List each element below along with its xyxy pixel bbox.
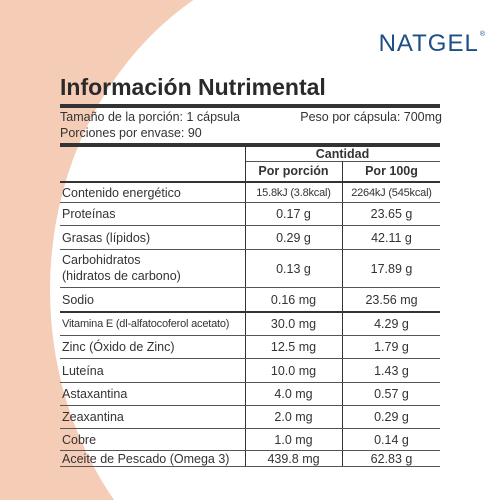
row-per-serving: 1.0 mg — [274, 432, 313, 447]
servings-per-container: Porciones por envase: 90 — [60, 126, 202, 140]
table-hline — [60, 466, 440, 467]
table-hline — [60, 249, 440, 250]
row-per-serving: 0.17 g — [276, 207, 311, 221]
row-per-100g: 0.14 g — [374, 432, 409, 447]
table-hline — [60, 428, 440, 429]
table-hline — [60, 450, 440, 451]
row-name: Carbohidratos — [62, 253, 141, 267]
row-name: Vitamina E (dl-alfatocoferol acetato) — [62, 318, 230, 330]
row-per-100g: 23.65 g — [370, 207, 413, 221]
row-per-100g: 0.29 g — [374, 410, 409, 424]
table-hline — [60, 382, 440, 383]
registered-mark: ® — [479, 31, 486, 38]
row-per-serving: 0.13 g — [276, 261, 311, 276]
table-hline — [60, 335, 440, 336]
table-vline-2 — [342, 161, 343, 466]
row-per-serving: 4.0 mg — [274, 387, 313, 401]
row-name: Cobre — [62, 432, 97, 447]
capsule-weight: Peso por cápsula: 700mg — [300, 110, 442, 124]
row-name: Zinc (Óxido de Zinc) — [62, 340, 175, 354]
row-name: Zeaxantina — [62, 410, 124, 424]
row-name: Contenido energético — [62, 185, 181, 200]
header-cantidad: Cantidad — [315, 147, 370, 161]
row-name: Astaxantina — [62, 387, 128, 401]
row-per-100g: 1.43 g — [374, 363, 409, 378]
panel-title: Información Nutrimental — [60, 74, 326, 100]
row-per-serving: 2.0 mg — [274, 410, 313, 424]
row-per-serving: 0.16 mg — [270, 292, 317, 307]
row-name: Aceite de Pescado (Omega 3) — [62, 451, 230, 466]
row-per-100g: 2264kJ (545kcal) — [351, 186, 432, 199]
row-name: Proteínas — [62, 207, 116, 221]
row-per-100g: 62.83 g — [370, 451, 413, 466]
serving-size: Tamaño de la porción: 1 cápsula — [60, 110, 240, 124]
row-per-serving: 0.29 g — [276, 230, 311, 245]
table-hline — [60, 358, 440, 359]
table-vline-1 — [245, 147, 246, 466]
table-hline — [60, 181, 440, 183]
row-name-line-2: (hidratos de carbono) — [62, 269, 181, 283]
title-rule — [60, 104, 440, 108]
header-rule — [60, 143, 440, 147]
brand-logo: NATGEL ® — [379, 30, 486, 58]
row-per-serving: 15.8kJ (3.8kcal) — [256, 186, 331, 199]
row-per-serving: 10.0 mg — [270, 363, 317, 378]
row-per-100g: 1.79 g — [374, 340, 409, 354]
table-hline — [60, 202, 440, 203]
table-hline — [60, 287, 440, 288]
row-per-100g: 0.57 g — [374, 387, 409, 401]
row-per-serving: 30.0 mg — [270, 317, 317, 331]
brand-name: NATGEL — [378, 30, 479, 57]
row-name: Luteína — [62, 363, 104, 378]
table-hline — [60, 311, 440, 313]
row-per-serving: 439.8 mg — [267, 451, 320, 466]
header-per-serving: Por porción — [258, 164, 329, 178]
row-per-100g: 4.29 g — [374, 317, 409, 331]
row-per-serving: 12.5 mg — [270, 340, 317, 354]
row-per-100g: 42.11 g — [371, 230, 412, 245]
row-per-100g: 23.56 mg — [365, 292, 418, 307]
row-name: Grasas (lípidos) — [62, 230, 151, 245]
table-hline — [60, 225, 440, 226]
table-hline — [60, 405, 440, 406]
header-per-100g: Por 100g — [365, 164, 418, 178]
row-per-100g: 17.89 g — [370, 261, 413, 276]
row-name: Sodio — [62, 292, 94, 307]
